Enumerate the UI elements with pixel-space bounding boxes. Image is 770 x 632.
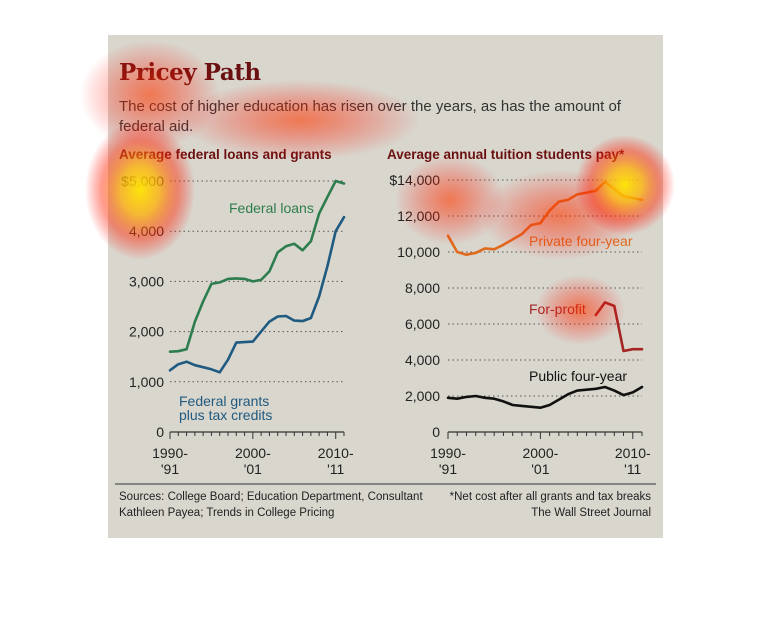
y-tick-label: $14,000 [389, 172, 440, 188]
series-label: For-profit [529, 301, 586, 317]
y-tick-label: 12,000 [397, 208, 440, 224]
y-tick-label: 10,000 [397, 244, 440, 260]
series-line-for-profit [594, 301, 644, 353]
y-tick-label: 2,000 [129, 324, 164, 340]
series-label: Public four-year [529, 368, 627, 384]
series-label: Federal grants [179, 393, 269, 409]
series-label: Federal loans [229, 200, 314, 216]
series-line-public-four-year [446, 385, 644, 409]
y-tick-label: 4,000 [129, 223, 164, 239]
x-tick-label: '11 [624, 461, 641, 477]
y-tick-label: 2,000 [405, 388, 440, 404]
y-tick-label: 6,000 [405, 316, 440, 332]
y-tick-label: 0 [432, 424, 440, 440]
y-tick-label: 1,000 [129, 374, 164, 390]
y-tick-label: 3,000 [129, 273, 164, 289]
x-tick-label: '11 [327, 461, 344, 477]
series-label: Private four-year [529, 233, 633, 249]
x-tick-label: 2000- [522, 445, 558, 461]
x-tick-label: '01 [244, 461, 262, 477]
x-tick-label: 1990- [430, 445, 466, 461]
x-tick-label: 2010- [318, 445, 354, 461]
x-tick-label: 1990- [152, 445, 188, 461]
x-tick-label: '91 [439, 461, 457, 477]
y-tick-label: 8,000 [405, 280, 440, 296]
series-line-federal-grants-plus-tax-credits [168, 215, 346, 374]
wsj-credit: The Wall Street Journal [531, 507, 651, 519]
x-tick-label: '91 [161, 461, 179, 477]
x-tick-label: 2010- [615, 445, 651, 461]
series-line-federal-loans [168, 179, 346, 353]
x-tick-label: '01 [531, 461, 549, 477]
net-cost-note: *Net cost after all grants and tax break… [449, 491, 651, 503]
footnote-text: *Net cost after all grants and tax break… [400, 489, 651, 521]
y-tick-label: $5,000 [121, 173, 164, 189]
sources-text: Sources: College Board; Education Depart… [119, 491, 423, 519]
y-tick-label: 0 [156, 424, 164, 440]
series-label: plus tax credits [179, 407, 272, 423]
x-tick-label: 2000- [235, 445, 271, 461]
y-tick-label: 4,000 [405, 352, 440, 368]
